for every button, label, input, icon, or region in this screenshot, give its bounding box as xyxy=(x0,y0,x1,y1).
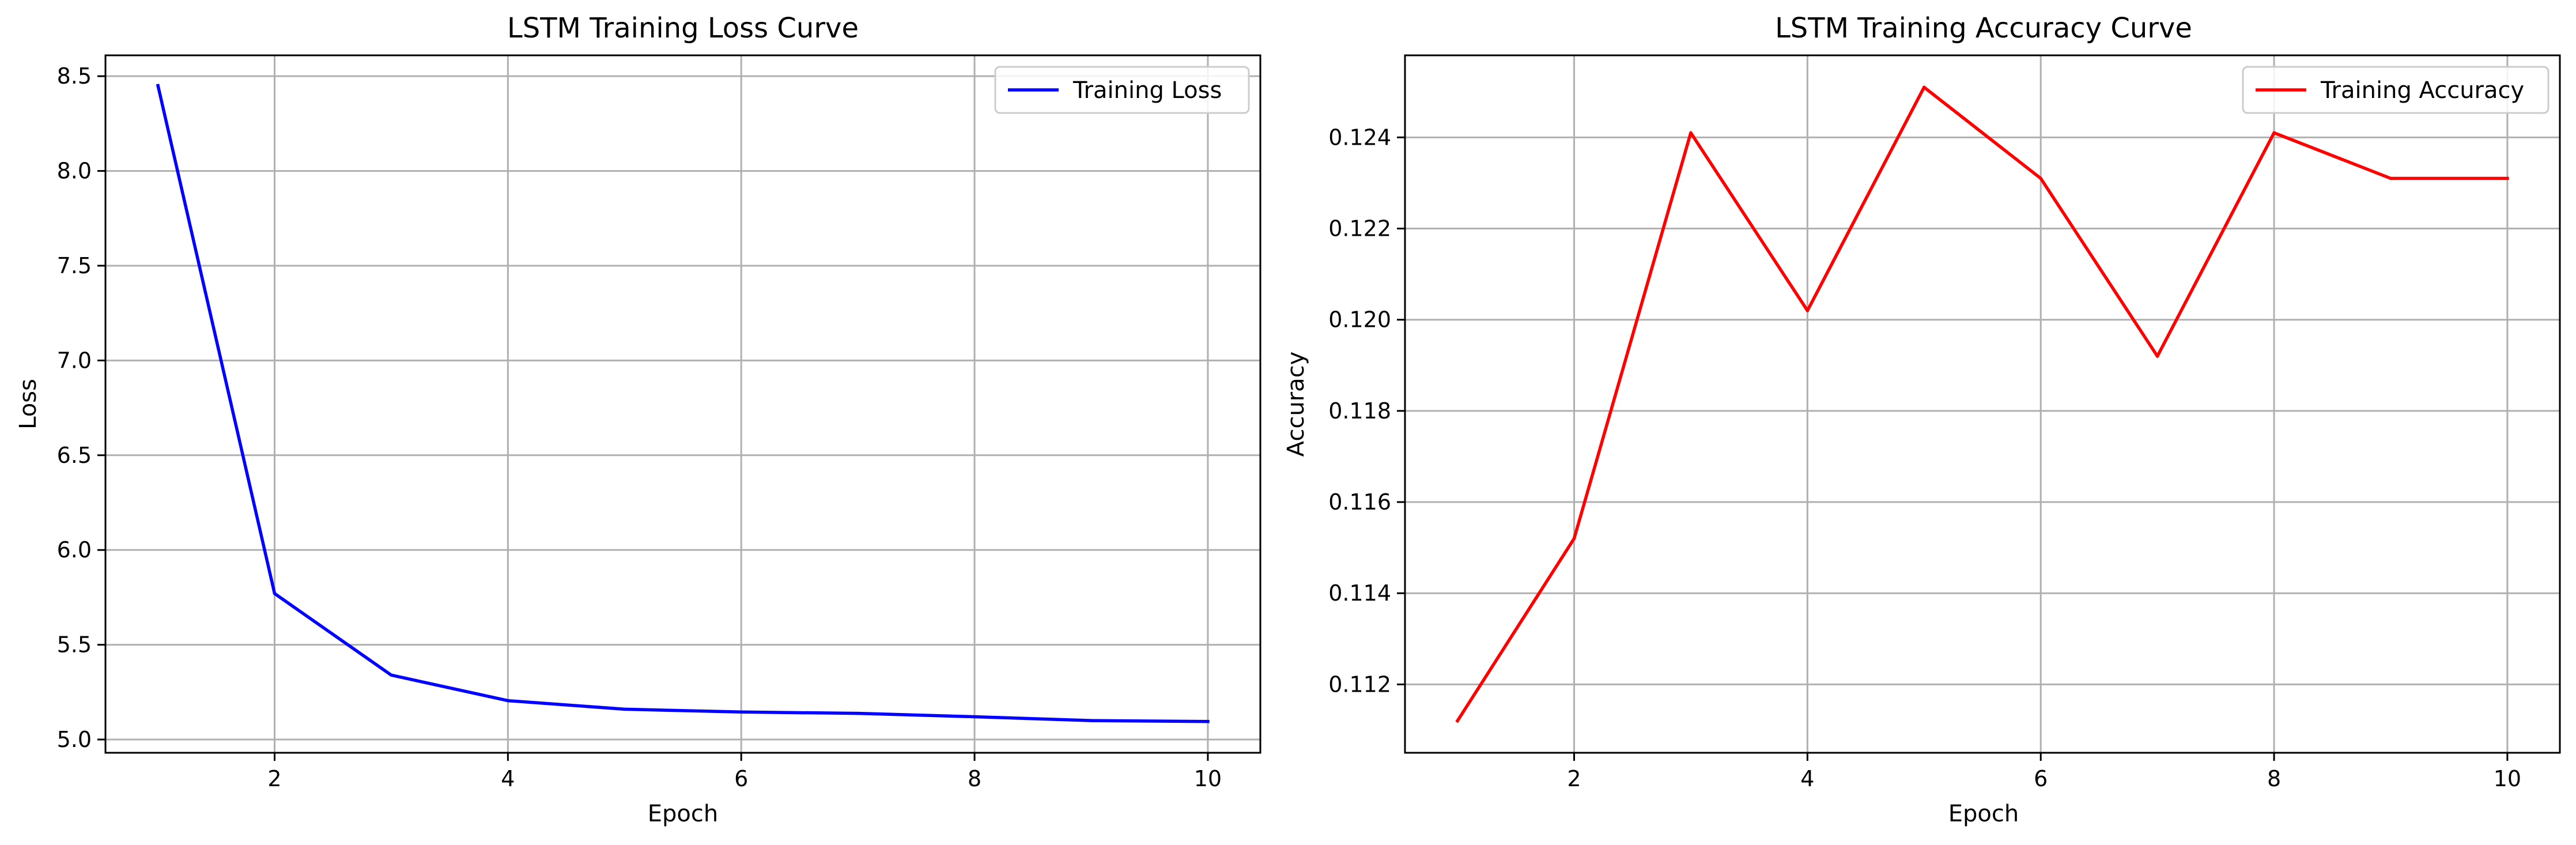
loss-chart-data-point xyxy=(156,84,160,88)
loss-chart-title: LSTM Training Loss Curve xyxy=(507,12,859,44)
accuracy-chart-data-point xyxy=(2155,354,2159,358)
accuracy-chart-axes-frame xyxy=(1404,54,2561,754)
accuracy-chart-data-point xyxy=(1806,309,1810,312)
loss-chart-data-point xyxy=(856,711,860,715)
loss-chart-x-axis-label: Epoch xyxy=(648,801,718,827)
accuracy-chart-y-tick-label: 0.116 xyxy=(1328,489,1391,515)
loss-chart-data-point xyxy=(739,710,743,714)
accuracy-chart-legend-label: Training Accuracy xyxy=(2320,77,2524,104)
accuracy-chart-y-axis-label: Accuracy xyxy=(1283,352,1309,457)
loss-chart-data-point xyxy=(1206,719,1210,723)
accuracy-chart-data-point xyxy=(2272,131,2276,135)
loss-chart-y-axis-label: Loss xyxy=(15,379,41,429)
accuracy-chart-data-point xyxy=(1572,537,1576,541)
loss-chart-series xyxy=(156,84,1210,723)
loss-chart-y-tick-label: 6.5 xyxy=(57,443,92,468)
loss-chart-legend: Training Loss xyxy=(994,66,1250,114)
accuracy-chart-x-tick-label: 4 xyxy=(1800,766,1814,791)
accuracy-chart-data-point xyxy=(2039,176,2043,180)
loss-chart-data-point xyxy=(390,673,393,677)
accuracy-chart-x-tick-label: 6 xyxy=(2034,766,2048,791)
accuracy-chart-y-tick-label: 0.114 xyxy=(1328,580,1391,606)
accuracy-chart-legend: Training Accuracy xyxy=(2242,66,2549,114)
loss-chart-series-line xyxy=(156,84,1210,723)
loss-chart-legend-box xyxy=(994,66,1250,114)
loss-chart-data-point xyxy=(506,699,510,703)
loss-chart-y-tick-label: 6.0 xyxy=(57,537,92,563)
accuracy-chart-ticks: 2 4 6 8 10 0.112 0.114 0.116 0.118 0.120 0.122 0.12… xyxy=(1328,125,2521,791)
loss-chart-data-point xyxy=(273,592,277,595)
accuracy-chart-y-tick-label: 0.118 xyxy=(1328,398,1391,424)
loss-chart-x-tick-label: 10 xyxy=(1194,766,1222,791)
accuracy-chart-data-point xyxy=(1456,719,1459,723)
accuracy-chart-y-tick-label: 0.120 xyxy=(1328,307,1391,333)
loss-chart-data-point xyxy=(973,715,976,719)
loss-chart-x-tick-label: 8 xyxy=(968,766,981,791)
accuracy-chart-data-point xyxy=(2389,176,2393,180)
accuracy-chart-y-tick-label: 0.122 xyxy=(1328,216,1391,242)
loss-chart-grid xyxy=(105,55,1260,753)
loss-chart-y-tick-label: 8.0 xyxy=(57,159,92,184)
loss-chart-axes-frame xyxy=(104,54,1261,754)
accuracy-chart-x-tick-label: 8 xyxy=(2267,766,2281,791)
loss-chart-ticks: 2 4 6 8 10 5.0 5.5 6.0 6.5 7.0 7.5 8.0 8.5 xyxy=(57,63,1222,791)
loss-chart-x-tick-label: 2 xyxy=(267,766,281,791)
loss-chart-y-tick-label: 7.5 xyxy=(57,253,92,278)
accuracy-chart-x-axis-label: Epoch xyxy=(1948,801,2019,827)
loss-chart-x-tick-label: 4 xyxy=(501,766,515,791)
loss-chart-data-point xyxy=(622,707,626,711)
loss-chart-data-point xyxy=(1089,719,1093,722)
accuracy-chart-y-tick-label: 0.112 xyxy=(1328,672,1391,697)
loss-chart-y-tick-label: 5.0 xyxy=(57,727,92,752)
accuracy-chart-series xyxy=(1455,85,2509,723)
accuracy-chart-legend-box xyxy=(2242,66,2549,114)
accuracy-chart-data-point xyxy=(1689,131,1693,135)
accuracy-chart-series-line xyxy=(1455,85,2509,723)
accuracy-chart-x-tick-label: 2 xyxy=(1567,766,1581,791)
accuracy-chart: LSTM Training Accuracy Curve Epoch Accur… xyxy=(1283,12,2561,827)
loss-chart-x-tick-label: 6 xyxy=(734,766,748,791)
accuracy-chart-data-point xyxy=(1922,85,1926,89)
loss-chart: LSTM Training Loss Curve Epoch Loss 2 4 6 8… xyxy=(15,12,1261,827)
loss-chart-y-tick-label: 7.0 xyxy=(57,348,92,373)
loss-chart-legend-label: Training Loss xyxy=(1072,77,1222,104)
accuracy-chart-y-tick-label: 0.124 xyxy=(1328,125,1391,150)
accuracy-chart-x-tick-label: 10 xyxy=(2494,766,2521,791)
accuracy-chart-grid xyxy=(1405,55,2560,753)
accuracy-chart-title: LSTM Training Accuracy Curve xyxy=(1775,12,2192,44)
accuracy-chart-data-point xyxy=(2506,176,2509,180)
loss-chart-y-tick-label: 5.5 xyxy=(57,632,92,658)
loss-chart-y-tick-label: 8.5 xyxy=(57,63,92,89)
